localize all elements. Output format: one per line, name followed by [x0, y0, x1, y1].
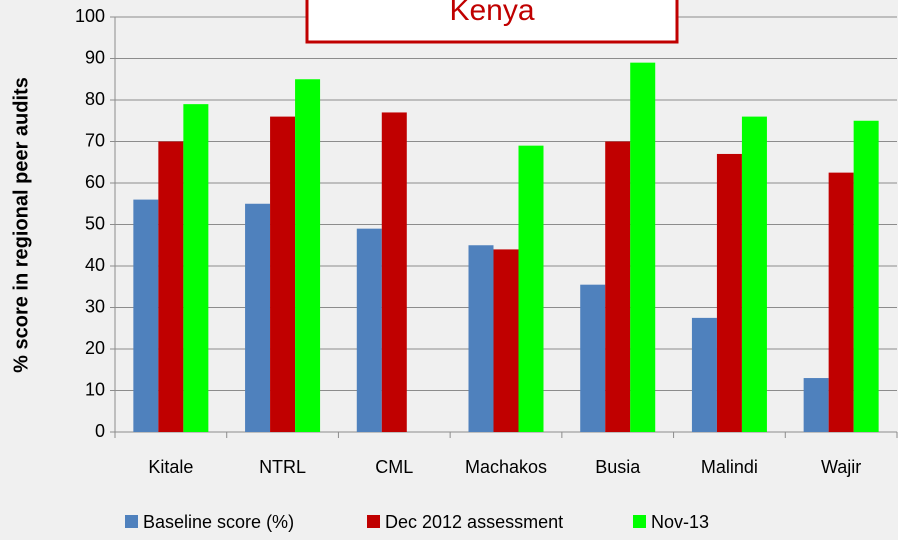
title-box: [305, 0, 679, 44]
x-tick-label: Kitale: [148, 457, 193, 477]
chart-title: Kenya: [449, 0, 534, 27]
bar: [356, 228, 382, 432]
x-tick-label: Busia: [595, 457, 641, 477]
bar: [270, 116, 296, 432]
y-axis-label: % score in regional peer audits: [10, 77, 32, 373]
bar: [803, 378, 829, 432]
y-tick-label: 70: [85, 130, 105, 150]
legend-label: Dec 2012 assessment: [385, 512, 563, 532]
bar: [381, 112, 407, 432]
legend-swatch: [125, 515, 138, 528]
bar: [493, 249, 519, 432]
bar: [691, 317, 717, 432]
y-tick-label: 40: [85, 255, 105, 275]
legend-swatch: [367, 515, 380, 528]
bar: [295, 79, 321, 432]
bar: [245, 203, 271, 432]
legend-label: Nov-13: [651, 512, 709, 532]
bar: [468, 245, 494, 432]
bar: [716, 153, 742, 432]
x-tick-label: Wajir: [821, 457, 861, 477]
x-tick-label: Malindi: [701, 457, 758, 477]
y-tick-label: 0: [95, 421, 105, 441]
y-tick-label: 90: [85, 47, 105, 67]
x-tick-label: Machakos: [465, 457, 547, 477]
y-tick-label: 30: [85, 296, 105, 316]
bar: [741, 116, 767, 432]
bar: [580, 284, 606, 432]
y-tick-label: 20: [85, 338, 105, 358]
y-tick-label: 10: [85, 379, 105, 399]
y-tick-label: 80: [85, 89, 105, 109]
y-tick-label: 60: [85, 172, 105, 192]
legend-swatch: [633, 515, 646, 528]
legend-label: Baseline score (%): [143, 512, 294, 532]
bar: [605, 141, 631, 432]
bar: [133, 199, 159, 432]
x-tick-label: CML: [375, 457, 413, 477]
bar: [518, 145, 544, 432]
bar: [853, 120, 879, 432]
bar: [630, 62, 656, 433]
y-tick-label: 50: [85, 213, 105, 233]
bar: [183, 104, 209, 433]
bar: [828, 172, 854, 432]
y-tick-label: 100: [75, 6, 105, 26]
x-tick-label: NTRL: [259, 457, 306, 477]
bar: [158, 141, 184, 432]
